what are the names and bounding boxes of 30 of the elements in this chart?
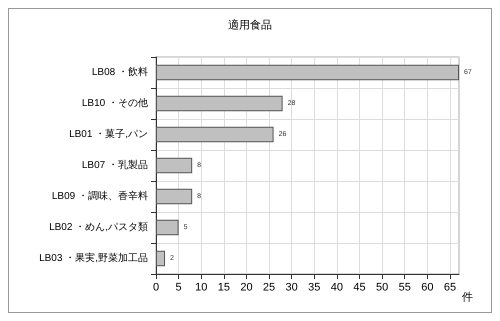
x-tick-label: 25 xyxy=(262,282,276,294)
y-tick-label: LB02 ・めん,パスタ類 xyxy=(49,221,148,233)
bar xyxy=(156,96,283,112)
x-tick-label: 0 xyxy=(152,282,160,294)
y-tick-label: LB08 ・飲料 xyxy=(92,66,148,78)
x-tick-label: 15 xyxy=(218,282,230,294)
x-tick-label: 55 xyxy=(398,282,411,294)
x-tick-label: 20 xyxy=(240,282,253,294)
x-tick-label: 35 xyxy=(308,282,320,294)
y-tick-label: LB07 ・乳製品 xyxy=(82,159,148,171)
bar xyxy=(156,188,192,204)
bar xyxy=(156,250,166,266)
x-tick-label: 50 xyxy=(376,282,388,294)
y-tick-label: LB09 ・調味、香辛料 xyxy=(52,190,148,202)
bar xyxy=(156,220,179,236)
y-tick-label: LB03 ・果実,野菜加工品 xyxy=(39,252,148,264)
x-tick-label: 60 xyxy=(421,282,434,294)
y-tick-label: LB10 ・その他 xyxy=(82,97,148,109)
x-tick-label: 45 xyxy=(353,282,366,294)
x-tick-label: 40 xyxy=(330,282,344,294)
chart-title: 適用食品 xyxy=(228,18,272,32)
bar xyxy=(156,158,192,174)
x-axis-title: 件 xyxy=(462,292,473,304)
y-tick-label: LB01 ・菓子,パン xyxy=(69,128,148,140)
x-tick-label: 10 xyxy=(195,282,208,294)
x-tick-label: 65 xyxy=(444,282,456,294)
x-tick-label: 30 xyxy=(286,282,298,294)
bar xyxy=(156,126,274,142)
x-tick-label: 5 xyxy=(176,282,182,294)
bar xyxy=(156,64,459,80)
